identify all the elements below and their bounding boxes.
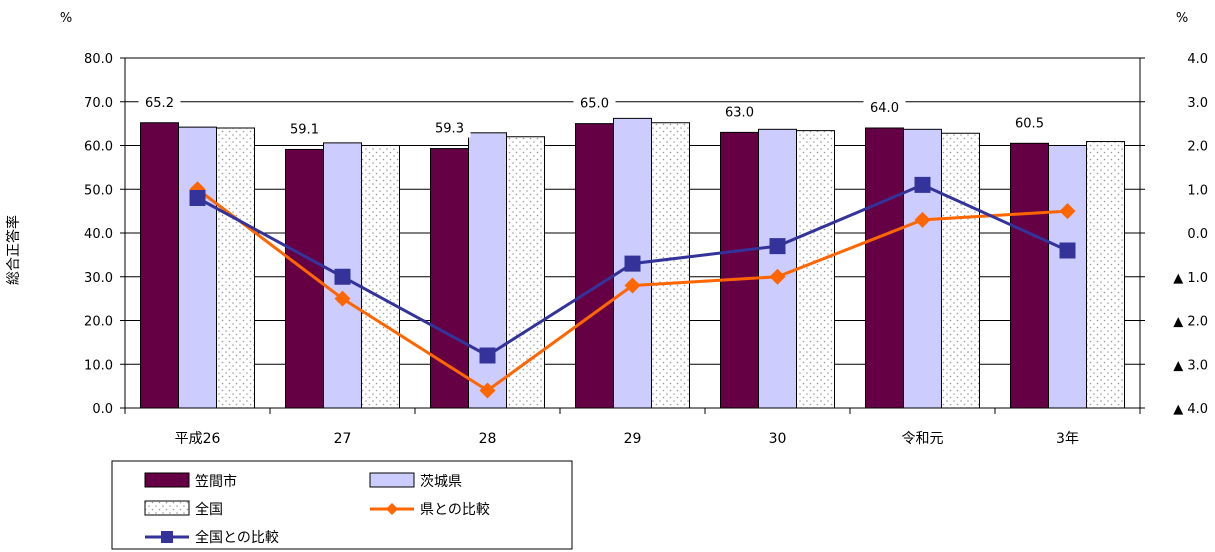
y2-tick-label: 2.0 (1187, 140, 1208, 155)
x-tick-label: 27 (334, 431, 352, 447)
data-label: 59.3 (435, 122, 464, 137)
y2-tick-label: 1.0 (1187, 183, 1208, 198)
legend-label: 茨城県 (420, 474, 462, 490)
legend-marker (386, 503, 398, 515)
bar-national (941, 132, 980, 409)
legend-swatch (144, 500, 190, 516)
bar-kasama (430, 148, 469, 409)
y-axis-label: 総合正答率 (5, 215, 22, 285)
legend-label: 全国 (195, 501, 223, 518)
bar-ibaraki (178, 126, 217, 409)
legend-marker (161, 531, 173, 543)
bar-ibaraki (903, 128, 942, 409)
y2-tick-label: 3.0 (1187, 96, 1208, 111)
data-label: 65.2 (145, 96, 174, 111)
marker-vs-prefecture (1059, 203, 1076, 220)
x-tick-label: 3年 (1056, 431, 1079, 447)
y-axis-unit: % (60, 11, 72, 26)
y-tick-label: 0.0 (92, 402, 113, 417)
x-tick-label: 28 (479, 431, 497, 447)
bars (140, 117, 1125, 409)
marker-vs-national (914, 176, 931, 193)
y2-tick-label: ▲ 4.0 (1173, 402, 1208, 417)
y2-tick-label: ▲ 1.0 (1173, 271, 1208, 286)
bar-ibaraki (468, 132, 507, 409)
marker-vs-prefecture (479, 382, 496, 399)
y2-tick-label: ▲ 2.0 (1173, 315, 1208, 330)
x-tick-label: 平成26 (175, 431, 221, 447)
data-label: 63.0 (725, 105, 754, 120)
bar-kasama (720, 131, 759, 409)
marker-vs-national (479, 347, 496, 364)
marker-vs-prefecture (624, 277, 641, 294)
marker-vs-national (624, 255, 641, 272)
y-tick-label: 70.0 (84, 96, 113, 111)
legend-swatch (369, 472, 415, 488)
y-tick-label: 60.0 (84, 140, 113, 155)
legend-label: 笠間市 (195, 473, 237, 490)
y2-tick-label: 4.0 (1187, 52, 1208, 67)
bar-national (796, 130, 835, 409)
data-labels: 65.2 59.1 59.3 65.0 63.0 64.0 60.5 (138, 93, 1051, 139)
bar-national (216, 127, 255, 409)
legend-label: 全国との比較 (195, 529, 279, 546)
data-label: 59.1 (290, 122, 319, 137)
marker-vs-prefecture (914, 211, 931, 228)
bar-national (361, 145, 400, 409)
y2-axis-unit: % (1176, 11, 1188, 26)
legend-swatch (144, 472, 190, 488)
y-tick-label: 40.0 (84, 227, 113, 242)
marker-vs-national (189, 190, 206, 206)
lines (189, 176, 1076, 399)
y-tick-label: 20.0 (84, 315, 113, 330)
axes: 0.0 10.0 20.0 30.0 40.0 50.0 60.0 70.0 80.0 ▲ 4.0… (84, 52, 1208, 447)
bar-kasama (140, 122, 179, 409)
x-tick-label: 令和元 (902, 431, 944, 447)
data-label-bg (138, 93, 181, 112)
bar-national (1086, 141, 1125, 409)
legend-label: 県との比較 (420, 502, 490, 518)
bar-kasama (1010, 142, 1049, 409)
data-label: 64.0 (870, 101, 899, 116)
x-tick-label: 30 (769, 431, 787, 447)
data-label-bg (428, 119, 471, 138)
data-label-bg (718, 103, 761, 122)
bar-national (651, 122, 690, 409)
bar-ibaraki (758, 128, 797, 409)
bar-kasama (865, 127, 904, 409)
x-tick-label: 29 (624, 431, 642, 447)
marker-vs-national (334, 268, 351, 285)
data-label-bg (863, 99, 906, 117)
data-label-bg (1008, 114, 1051, 133)
y2-tick-label: 0.0 (1187, 227, 1208, 242)
data-label-bg (573, 94, 616, 113)
bar-kasama (575, 123, 614, 409)
bar-ibaraki (1048, 145, 1087, 409)
y-tick-label: 50.0 (84, 183, 113, 198)
y-tick-label: 30.0 (84, 271, 113, 286)
marker-vs-national (769, 238, 786, 255)
data-label: 60.5 (1015, 116, 1044, 131)
marker-vs-prefecture (334, 290, 351, 307)
y-tick-label: 10.0 (84, 358, 113, 373)
y2-tick-label: ▲ 3.0 (1173, 358, 1208, 373)
marker-vs-prefecture (769, 268, 786, 285)
y-tick-label: 80.0 (84, 52, 113, 67)
data-label-bg (283, 120, 326, 139)
bar-national (506, 136, 545, 409)
data-label: 65.0 (580, 97, 609, 112)
marker-vs-national (1059, 242, 1076, 259)
